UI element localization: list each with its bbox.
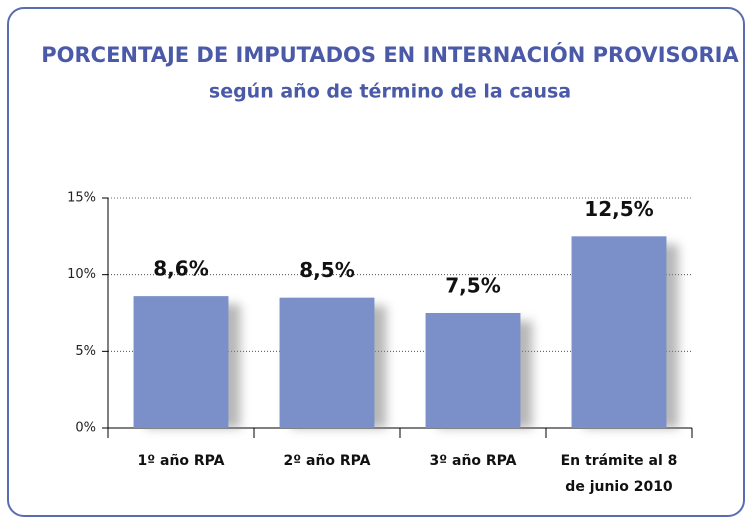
data-label: 8,6% [153,257,208,281]
x-tick-label: En trámite al 8 de junio 2010 [560,453,678,495]
bar [425,313,521,428]
y-tick-label: 5% [75,344,96,359]
data-label: 8,5% [299,258,354,282]
y-tick-label: 15% [67,191,96,206]
y-tick-label: 10% [67,267,96,282]
chart-title: PORCENTAJE DE IMPUTADOS EN INTERNACIÓN P… [41,42,739,67]
x-tick-label: 2º año RPA [283,453,371,469]
x-tick-label: 1º año RPA [137,453,225,469]
chart-subtitle: según año de término de la causa [209,81,571,103]
bar [133,296,229,428]
data-label: 12,5% [584,197,653,221]
data-label: 7,5% [445,274,500,298]
y-tick-label: 0% [75,421,96,436]
bar [279,297,375,428]
x-tick-label: 3º año RPA [429,453,517,469]
bar [571,236,667,428]
